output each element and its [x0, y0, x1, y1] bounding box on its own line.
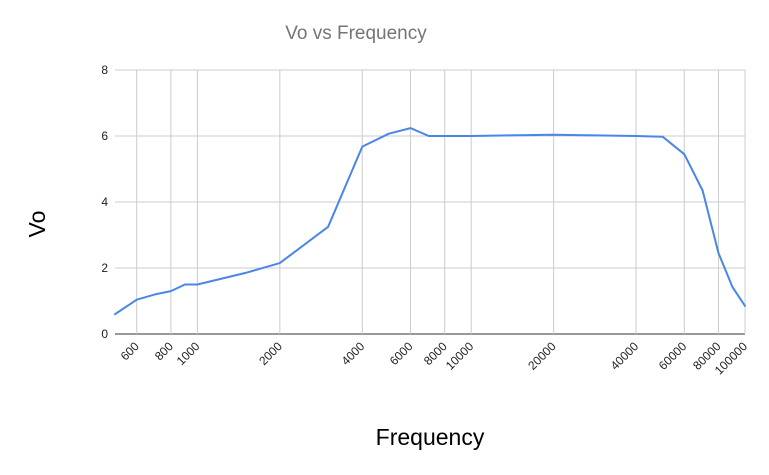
- x-tick-label: 6000: [387, 339, 416, 368]
- chart-title: Vo vs Frequency: [285, 23, 427, 44]
- x-tick-label: 800: [152, 339, 176, 363]
- y-axis-title: Vo: [24, 211, 50, 238]
- y-tick-label: 4: [101, 195, 108, 209]
- x-tick-label: 1000: [174, 339, 203, 368]
- x-axis-title: Frequency: [376, 424, 485, 450]
- gridlines: [115, 69, 746, 335]
- y-tick-label: 2: [101, 261, 108, 275]
- x-tick-label: 4000: [339, 339, 368, 368]
- y-tick-label: 8: [101, 63, 108, 77]
- x-tick-label: 10000: [443, 339, 477, 373]
- x-tick-label: 60000: [656, 339, 690, 373]
- y-axis-ticks: 0 2 4 6 8: [101, 63, 108, 341]
- y-tick-label: 6: [101, 129, 108, 143]
- x-tick-label: 20000: [525, 339, 559, 373]
- x-tick-label: 40000: [608, 339, 642, 373]
- series-layer: [114, 127, 746, 316]
- series-line: [114, 127, 746, 316]
- x-tick-label: 600: [118, 339, 142, 363]
- x-tick-label: 2000: [256, 339, 285, 368]
- y-tick-label: 0: [101, 327, 108, 341]
